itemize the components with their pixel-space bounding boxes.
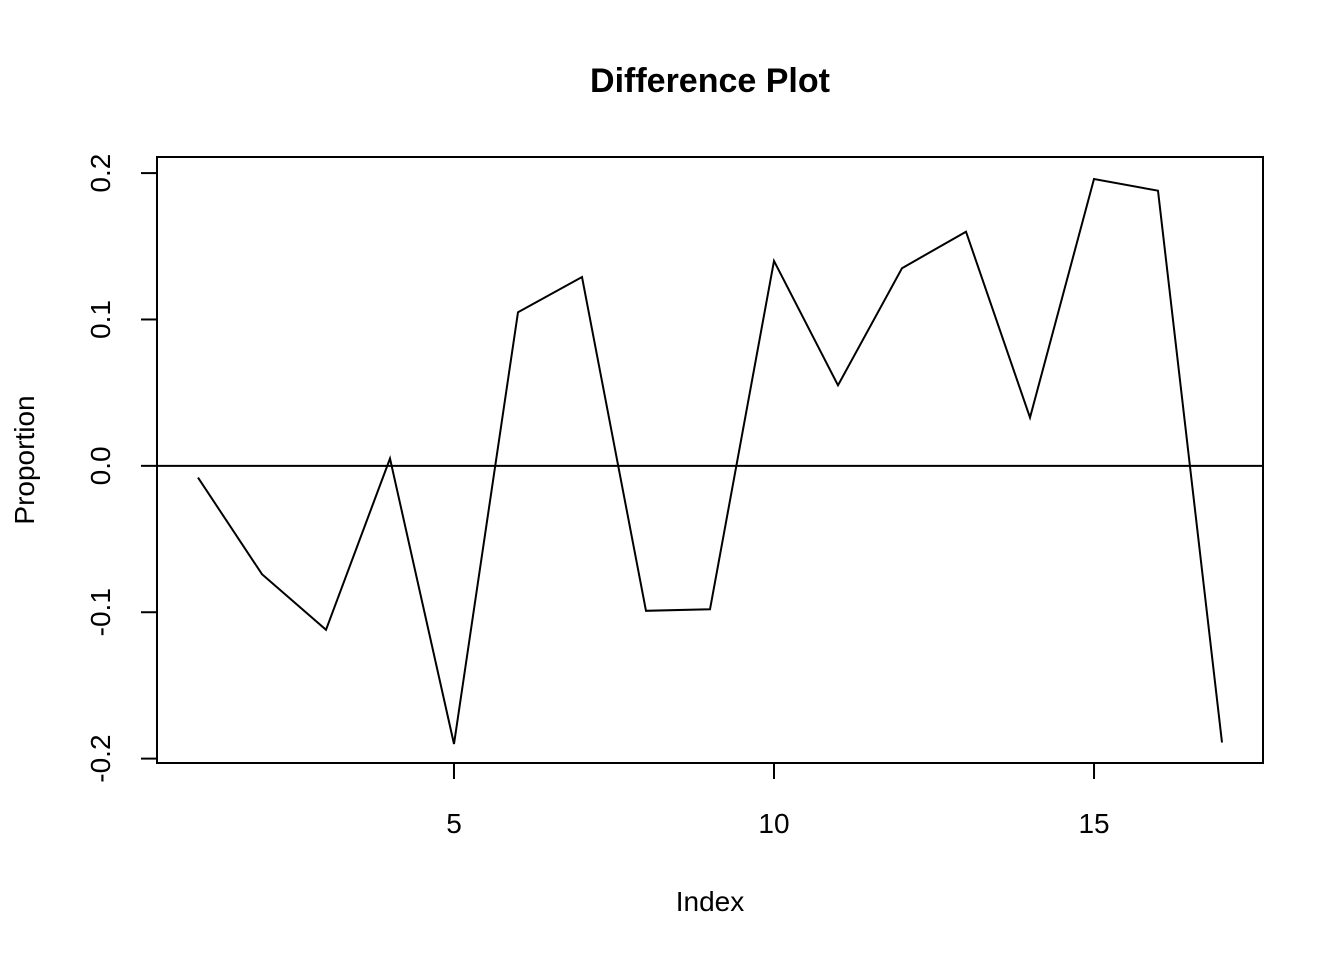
x-tick-label: 15	[1078, 808, 1109, 839]
y-tick-label: -0.2	[85, 734, 116, 782]
y-tick-label: -0.1	[85, 588, 116, 636]
x-axis: 5 10 15	[446, 763, 1110, 839]
series-line	[197, 177, 1223, 745]
y-tick-label: 0.2	[85, 154, 116, 193]
x-tick-label: 10	[758, 808, 789, 839]
x-axis-label: Index	[676, 886, 745, 917]
y-tick-label: 0.0	[85, 446, 116, 485]
y-axis-label: Proportion	[9, 395, 40, 524]
chart-title: Difference Plot	[590, 62, 830, 100]
y-tick-label: 0.1	[85, 300, 116, 339]
series-group	[197, 177, 1223, 745]
plot-frame	[156, 156, 1264, 764]
y-axis: -0.2 -0.1 0.0 0.1 0.2	[85, 154, 157, 783]
x-tick-label: 5	[446, 808, 462, 839]
